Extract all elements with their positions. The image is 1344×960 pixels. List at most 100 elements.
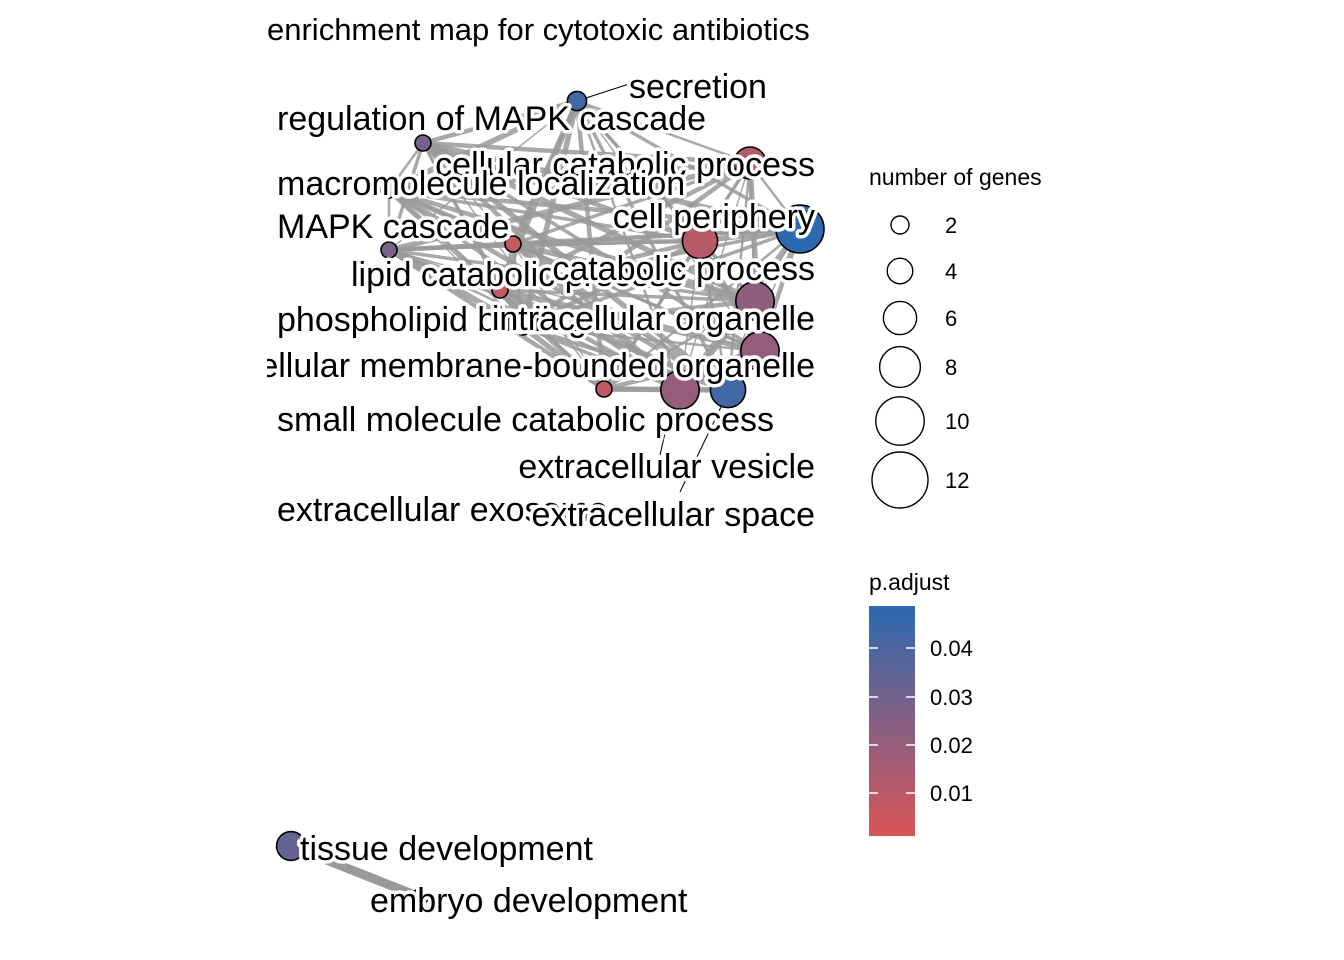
color-legend: p.adjust 0.04 0.03 0.02 0.01 [869,569,973,836]
similarity-edge [498,288,682,392]
size-legend-circle [890,215,910,235]
size-legend-circle [882,300,918,336]
term-label-halo: embryo development [370,882,688,920]
similarity-edge [289,841,422,902]
similarity-edges [289,98,803,902]
term-node-embryo[interactable] [411,888,429,906]
term-node-secretion[interactable] [566,90,588,112]
term-label-organelle: intracellular organelle [492,300,815,338]
similarity-edge [512,161,751,246]
similarity-edge [422,140,801,232]
term-node-cell-periphery[interactable] [775,204,825,254]
color-tick-label: 0.03 [930,685,973,710]
term-label-halo: cell periphery [613,198,815,236]
term-label-macromolecule: macromolecule localization [277,165,685,203]
leader-line [679,404,723,493]
similarity-edge [388,187,801,232]
size-legend-circle [886,257,914,285]
term-node-phospholipid[interactable] [514,318,532,336]
similarity-edge [387,142,425,191]
term-label-halo: catabolic process [552,250,815,288]
similarity-edge [499,287,761,354]
similarity-edge [603,299,756,391]
similarity-edge [575,100,730,391]
term-node-ec-space[interactable] [709,371,747,409]
term-nodes [275,90,825,906]
size-legend-label: 8 [945,355,957,380]
term-label-secretion: secretion [629,68,767,106]
term-node-tissue[interactable] [275,830,307,862]
size-legend-label: 4 [945,259,957,284]
term-label-halo: regulation of MAPK cascade [277,100,706,138]
term-node-macromolecule[interactable] [380,181,398,199]
term-node-mapk-reg[interactable] [414,134,432,152]
term-node-cell-catabolic[interactable] [733,146,767,180]
term-node-organelle[interactable] [734,280,775,321]
similarity-edge [388,188,701,243]
term-label-halo: secretion [629,68,767,106]
term-label-halo: MAPK cascade [277,208,509,246]
term-label-halo: extracellular space [532,496,815,534]
term-label-halo: intracellular membrane-bounded organelle [176,347,815,385]
term-node-ec-exosome[interactable] [491,281,509,299]
term-label-small-molecule: small molecule catabolic process [277,401,774,439]
term-label-halo: extracellular exosome [277,491,608,529]
term-label-lipid-catabolic: lipid catabolic process [351,256,684,294]
term-label-halo: cellular catabolic process [435,146,815,184]
similarity-edge [421,142,502,291]
similarity-edge [387,188,730,392]
color-legend-title: p.adjust [869,569,950,595]
similarity-edge [576,100,761,352]
color-tick-label: 0.01 [930,781,973,806]
similarity-edge [521,161,752,329]
size-legend-label: 12 [945,468,969,493]
term-node-mapk[interactable] [380,241,398,259]
similarity-edge [388,100,578,251]
term-label-ec-vesicle: extracellular vesicle [518,448,815,486]
term-node-lipid-catabolic[interactable] [504,235,522,253]
size-legend-label: 10 [945,409,969,434]
term-label-embryo: embryo development [370,882,688,920]
size-legend-label: 2 [945,213,957,238]
similarity-edge [522,325,761,353]
term-node-membrane-organelle[interactable] [739,330,780,371]
similarity-edge [679,240,701,391]
similarity-edge [422,98,578,146]
term-label-mapk-reg: regulation of MAPK cascade [277,100,706,138]
size-legend: number of genes 2 4 6 8 10 12 [869,164,1042,509]
color-tick-label: 0.02 [930,733,973,758]
color-tick-label: 0.04 [930,636,973,661]
similarity-edge [422,141,761,353]
size-legend-circle [871,451,929,509]
similarity-edge [388,189,501,291]
term-node-ec-vesicle[interactable] [659,369,700,410]
size-legend-circle [875,396,925,446]
similarity-edge [387,248,606,391]
similarity-edge [388,248,756,303]
term-label-halo: macromolecule localization [277,165,685,203]
term-label-halo: phospholipid binding [277,301,587,339]
term-label-membrane-organelle: intracellular membrane-bounded organelle [176,347,815,385]
term-label-catabolic: catabolic process [552,250,815,288]
term-label-halo: extracellular vesicle [518,448,815,486]
term-label-ec-exosome: extracellular exosome [277,491,608,529]
similarity-edge [726,162,752,391]
similarity-edge [499,238,701,293]
term-node-catabolic[interactable] [681,222,719,260]
color-gradient-bar [869,606,915,836]
size-legend-label: 6 [945,306,957,331]
size-legend-title: number of genes [869,164,1042,190]
term-label-halo: tissue development [300,830,594,868]
term-label-halo: small molecule catabolic process [277,401,774,439]
similarity-edge [499,288,756,303]
term-node-small-molecule[interactable] [595,380,613,398]
term-label-cell-catabolic: cellular catabolic process [435,146,815,184]
similarity-edge [576,99,751,165]
term-label-mapk: MAPK cascade [277,208,509,246]
term-label-halo: lipid catabolic process [351,256,684,294]
chart-title: enrichment map for cytotoxic antibiotics [267,12,810,47]
term-label-halo: intracellular organelle [492,300,815,338]
term-label-tissue: tissue development [300,830,594,868]
